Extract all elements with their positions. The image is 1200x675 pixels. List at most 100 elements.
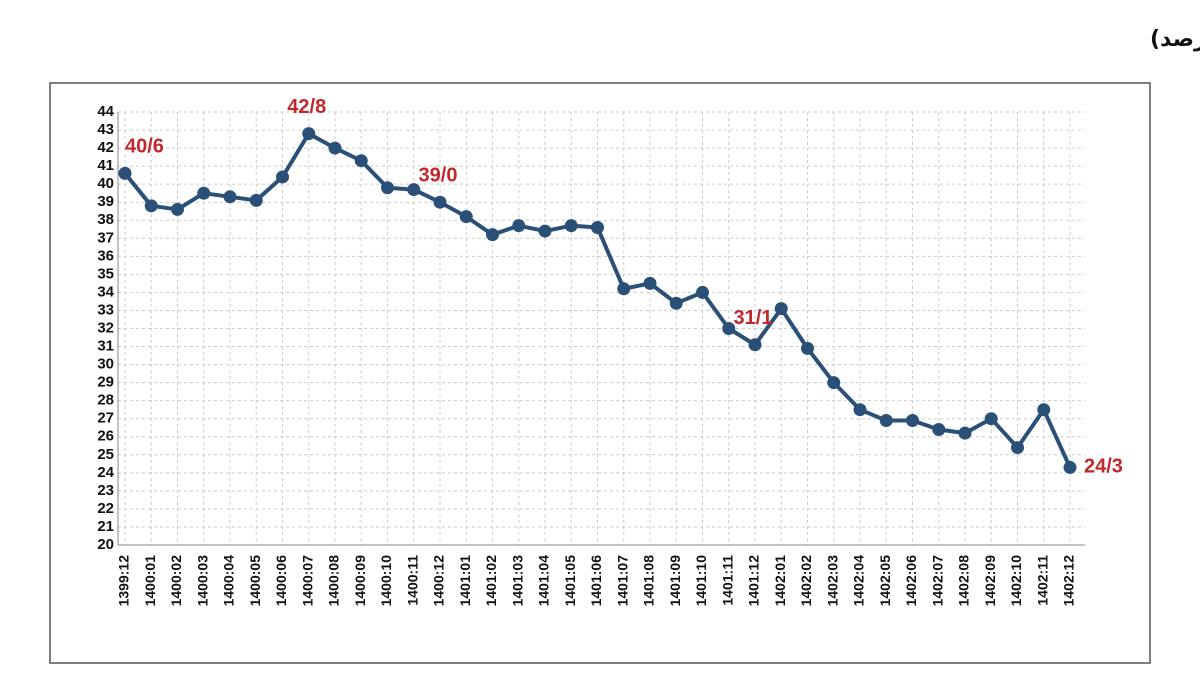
y-tick-label: 40 [97,175,114,192]
x-tick-label: 1402:08 [956,555,972,607]
y-tick-label: 36 [97,247,114,264]
data-point [459,210,473,224]
x-tick-label: 1402:04 [851,555,867,607]
y-tick-label: 42 [97,139,114,156]
x-tick-label: 1401:10 [693,555,709,607]
x-tick-label: 1402:09 [982,555,998,607]
x-tick-label: 1402:02 [798,555,814,607]
x-tick-label: 1402:10 [1008,555,1024,607]
y-tick-label: 23 [97,482,114,499]
x-tick-label: 1402:11 [1034,555,1050,606]
data-point [879,414,893,428]
data-point [486,228,499,242]
x-tick-label: 1401:12 [746,555,762,607]
y-tick-label: 26 [97,428,114,445]
x-tick-label: 1401:06 [588,555,604,607]
data-point [118,166,132,180]
data-point [774,302,788,316]
x-tick-label: 1400:11 [404,555,420,606]
x-tick-label: 1400:06 [273,555,289,607]
chart-title: نمودار - روند تحولات نرخ رشد دوازده ماهه… [1150,25,1200,52]
y-tick-label: 27 [97,410,114,427]
data-point [197,186,211,200]
data-point [276,170,289,184]
data-point [591,220,604,234]
y-tick-label: 35 [97,265,114,282]
data-point [853,403,867,417]
data-point [512,219,526,233]
data-point [381,181,394,195]
y-tick-label: 28 [97,392,114,409]
chart-frame [49,82,1151,664]
data-point [801,341,814,355]
x-tick-label: 1400:08 [326,555,342,607]
y-tick-label: 22 [97,500,114,517]
y-tick-label: 34 [97,283,114,300]
x-tick-label: 1402:01 [772,555,788,607]
data-point [1037,403,1051,417]
x-tick-label: 1401:07 [614,555,630,607]
x-tick-label: 1401:08 [641,555,657,607]
data-point [302,127,316,141]
x-tick-label: 1402:03 [824,555,840,607]
y-tick-label: 44 [97,103,114,120]
data-point [932,423,946,437]
data-point [958,426,972,440]
x-tick-label: 1401:02 [483,555,499,607]
data-point [144,199,158,213]
y-tick-label: 20 [97,536,114,553]
data-point [748,338,762,352]
data-point [328,141,342,155]
x-tick-label: 1400:07 [299,555,315,607]
data-point [564,219,578,233]
x-tick-label: 1401:04 [536,555,552,607]
data-point [984,412,998,426]
x-tick-label: 1400:03 [194,555,210,607]
y-tick-label: 38 [97,211,114,228]
x-tick-label: 1400:04 [221,555,237,607]
data-point [223,190,237,204]
x-tick-label: 1400:01 [142,555,158,607]
x-tick-label: 1400:12 [431,555,447,607]
y-tick-label: 30 [97,356,114,373]
data-point [433,195,447,209]
data-point [696,285,709,299]
x-tick-label: 1401:01 [457,555,473,607]
x-tick-label: 1400:02 [168,555,184,607]
data-point [538,224,552,238]
value-label: 24/3 [1084,456,1123,478]
y-tick-label: 25 [97,446,114,463]
data-point [906,414,919,428]
y-tick-label: 41 [97,157,114,174]
y-tick-label: 39 [97,193,114,210]
y-tick-label: 43 [97,121,114,138]
data-point [827,376,841,390]
value-label: 31/1 [734,307,773,329]
x-tick-label: 1402:07 [929,555,945,607]
x-tick-label: 1402:06 [903,555,919,607]
x-tick-label: 1402:05 [877,555,893,607]
x-tick-label: 1401:05 [562,555,578,607]
data-point [171,202,184,216]
data-point [722,322,736,335]
data-point [1011,441,1024,455]
data-point [354,154,368,168]
x-tick-label: 1401:09 [667,555,683,607]
y-tick-label: 31 [97,338,114,355]
data-point [1063,460,1077,474]
data-point [407,183,421,197]
y-tick-label: 21 [97,518,114,535]
y-tick-label: 24 [97,464,114,481]
value-label: 40/6 [125,136,164,158]
data-point [249,193,263,207]
data-point [669,296,683,310]
x-tick-label: 1401:11 [719,555,735,606]
x-tick-label: 1400:09 [352,555,368,607]
data-point [643,276,657,290]
x-tick-label: 1402:12 [1061,555,1077,607]
y-tick-label: 29 [97,374,114,391]
y-tick-label: 32 [97,319,114,336]
x-tick-label: 1400:10 [378,555,394,607]
y-tick-label: 33 [97,301,114,318]
